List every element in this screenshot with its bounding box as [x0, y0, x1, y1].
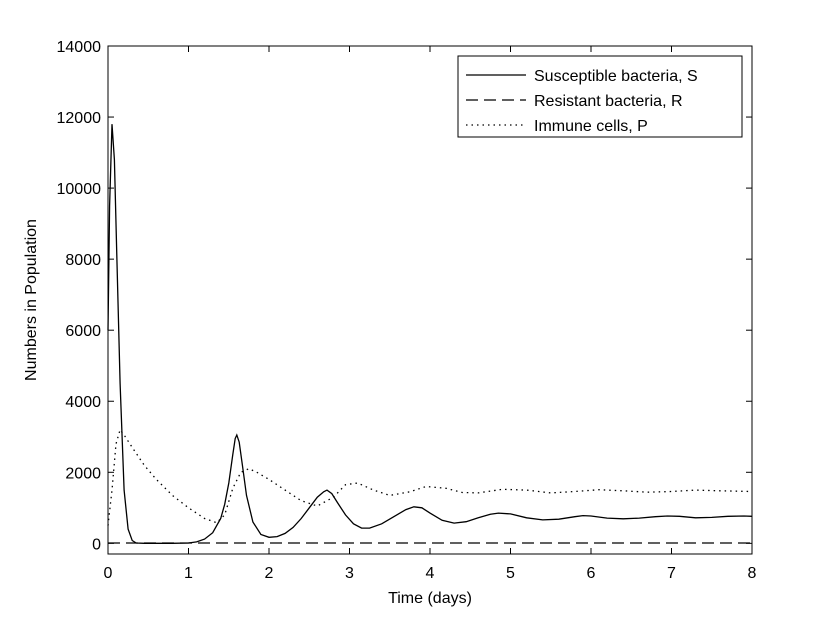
- x-tick-label: 1: [184, 565, 193, 582]
- y-tick-label: 2000: [65, 465, 101, 482]
- x-tick-label: 8: [748, 565, 757, 582]
- y-tick-label: 12000: [57, 110, 102, 127]
- x-tick-label: 2: [265, 565, 274, 582]
- y-tick-label: 6000: [65, 323, 101, 340]
- y-tick-label: 0: [92, 536, 101, 553]
- x-axis-label: Time (days): [388, 590, 472, 607]
- axes-box: [107, 45, 753, 555]
- series-layer: [107, 124, 753, 544]
- x-tick-label: 0: [104, 565, 113, 582]
- y-tick-label: 10000: [57, 181, 102, 198]
- ticks-layer: 0 1 2 3 4 5 6 7 8 0 2000 4000 6000 8000 10000 12000 1400…: [57, 39, 757, 582]
- y-axis-label: Numbers in Population: [23, 219, 40, 381]
- y-tick-label: 4000: [65, 394, 101, 411]
- y-tick-label: 14000: [57, 39, 102, 56]
- legend-label-2: Resistant bacteria, R: [534, 93, 683, 110]
- x-tick-label: 3: [345, 565, 354, 582]
- x-tick-label: 7: [667, 565, 676, 582]
- legend-box: [457, 55, 743, 138]
- legend: Susceptible bacteria, S Resistant bacteri…: [457, 55, 743, 138]
- y-tick-label: 8000: [65, 252, 101, 269]
- legend-label-1: Susceptible bacteria, S: [534, 68, 698, 85]
- series-line-3: [107, 428, 753, 526]
- x-tick-label: 5: [506, 565, 515, 582]
- legend-label-3: Immune cells, P: [534, 118, 648, 135]
- x-tick-label: 4: [426, 565, 435, 582]
- x-tick-label: 6: [587, 565, 596, 582]
